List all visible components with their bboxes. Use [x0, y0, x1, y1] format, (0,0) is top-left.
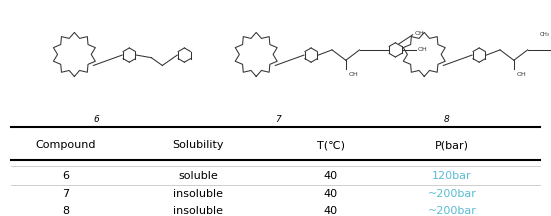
Text: T(℃): T(℃): [317, 140, 344, 150]
Text: 7: 7: [63, 189, 69, 199]
Text: 8: 8: [444, 115, 449, 124]
Text: ~200bar: ~200bar: [428, 189, 476, 199]
Text: Solubility: Solubility: [172, 140, 224, 150]
Text: ~200bar: ~200bar: [428, 206, 476, 216]
Text: 40: 40: [323, 189, 338, 199]
Text: 8: 8: [63, 206, 69, 216]
Text: insoluble: insoluble: [174, 189, 223, 199]
Text: 40: 40: [323, 171, 338, 181]
Text: P(bar): P(bar): [435, 140, 469, 150]
Text: OH: OH: [349, 72, 358, 77]
Text: OH: OH: [517, 72, 526, 77]
Text: insoluble: insoluble: [174, 206, 223, 216]
Text: Compound: Compound: [36, 140, 96, 150]
Text: OH: OH: [414, 31, 424, 36]
Text: CH₃: CH₃: [540, 32, 550, 37]
Text: OH: OH: [418, 47, 428, 52]
Text: 40: 40: [323, 206, 338, 216]
Text: 6: 6: [63, 171, 69, 181]
Text: 7: 7: [276, 115, 281, 124]
Text: 6: 6: [94, 115, 99, 124]
Text: 120bar: 120bar: [432, 171, 472, 181]
Text: soluble: soluble: [179, 171, 218, 181]
